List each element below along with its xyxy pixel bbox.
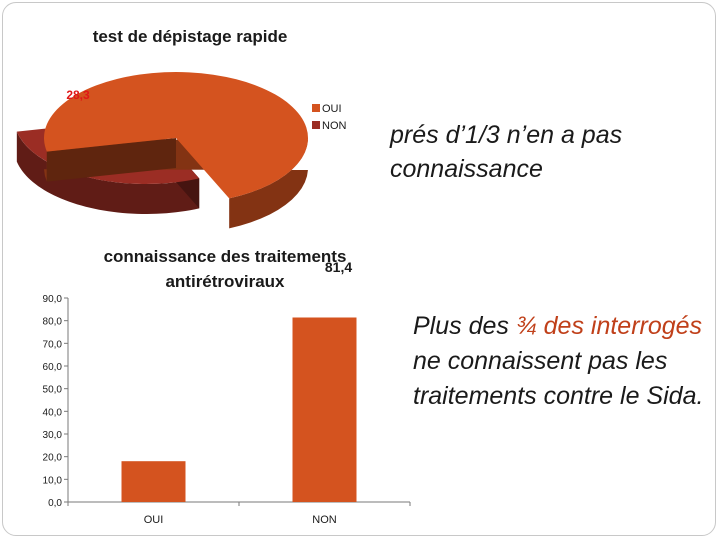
y-tick-label: 80,0 — [43, 317, 63, 328]
legend-label-oui: OUI — [322, 103, 342, 115]
y-tick-label: 20,0 — [43, 453, 63, 464]
note2-part-c: ne connaissent pas les traitements contr… — [413, 347, 704, 410]
bar-title-line1: connaissance des traitements — [104, 247, 347, 266]
y-tick-label: 60,0 — [43, 362, 63, 373]
bar-data-label-non: 81,4 — [325, 259, 352, 275]
pie-title: test de dépistage rapide — [93, 27, 288, 46]
y-tick-label: 0,0 — [48, 498, 62, 509]
pie-slice-wall-oui — [46, 138, 177, 182]
x-tick-label-non: NON — [312, 514, 337, 526]
pie-data-label-non: 28,3 — [66, 88, 90, 102]
note2-part-a: Plus des — [413, 312, 516, 340]
pie-slice-side-non — [16, 131, 200, 214]
legend-swatch-non — [312, 121, 320, 129]
y-tick-label: 10,0 — [43, 475, 63, 486]
x-tick-label-oui: OUI — [144, 514, 164, 526]
legend-swatch-oui — [312, 104, 320, 112]
legend-label-non: NON — [322, 120, 347, 132]
pie-chart: test de dépistage rapide 28,3 OUI NON — [16, 27, 347, 229]
note2-highlight: ¾ des interrogés — [515, 312, 703, 340]
y-tick-label: 30,0 — [43, 430, 63, 441]
note-knowledge-treatment: Plus des ¾ des interrogés ne connaissent… — [413, 309, 713, 414]
bar-non — [292, 317, 357, 502]
pie-slice-oui — [44, 72, 308, 199]
bar-title-line2: antirétroviraux — [165, 272, 285, 291]
y-tick-label: 50,0 — [43, 385, 63, 396]
note-knowledge-test: prés d’1/3 n’en a pas connaissance — [390, 121, 623, 183]
y-tick-label: 40,0 — [43, 407, 63, 418]
y-tick-label: 70,0 — [43, 339, 63, 350]
bar-chart: connaissance des traitements antirétrovi… — [43, 247, 411, 526]
y-tick-label: 90,0 — [43, 294, 63, 305]
bar-oui — [121, 461, 186, 502]
